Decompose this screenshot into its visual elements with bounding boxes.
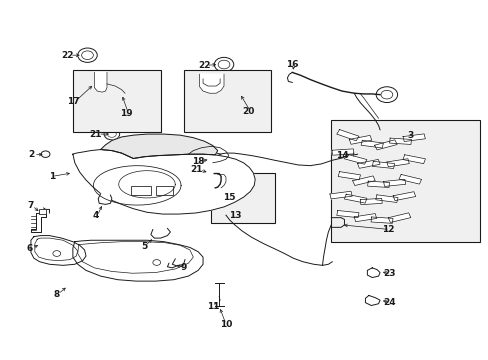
Circle shape bbox=[205, 153, 223, 166]
Text: 20: 20 bbox=[242, 107, 254, 116]
Text: 24: 24 bbox=[383, 298, 395, 307]
Polygon shape bbox=[374, 140, 396, 150]
Polygon shape bbox=[386, 159, 408, 167]
Text: 14: 14 bbox=[335, 151, 347, 160]
Text: 21: 21 bbox=[190, 166, 203, 175]
Circle shape bbox=[345, 149, 359, 159]
Polygon shape bbox=[371, 161, 394, 168]
Text: 4: 4 bbox=[92, 211, 99, 220]
Text: 7: 7 bbox=[28, 201, 34, 210]
Text: 9: 9 bbox=[180, 264, 186, 273]
Polygon shape bbox=[31, 235, 86, 265]
Polygon shape bbox=[344, 154, 366, 164]
Text: 23: 23 bbox=[383, 269, 395, 278]
Polygon shape bbox=[73, 149, 255, 214]
Polygon shape bbox=[337, 172, 360, 180]
Circle shape bbox=[153, 260, 160, 265]
Text: 5: 5 bbox=[141, 242, 147, 251]
Text: 17: 17 bbox=[66, 97, 79, 106]
Polygon shape bbox=[357, 159, 379, 168]
Polygon shape bbox=[392, 192, 415, 201]
Polygon shape bbox=[329, 191, 351, 199]
Polygon shape bbox=[352, 176, 374, 185]
Circle shape bbox=[214, 57, 233, 72]
Polygon shape bbox=[389, 138, 411, 144]
Polygon shape bbox=[348, 135, 371, 144]
Bar bbox=[131, 186, 151, 195]
Text: 13: 13 bbox=[229, 211, 242, 220]
Text: 12: 12 bbox=[381, 225, 394, 234]
Circle shape bbox=[202, 167, 216, 177]
Circle shape bbox=[41, 151, 50, 157]
Text: 21: 21 bbox=[89, 130, 102, 139]
Polygon shape bbox=[365, 296, 379, 306]
Polygon shape bbox=[31, 213, 45, 232]
Text: 16: 16 bbox=[285, 60, 298, 69]
Text: 2: 2 bbox=[28, 150, 34, 159]
Polygon shape bbox=[402, 155, 425, 164]
Bar bbox=[183, 69, 271, 132]
Text: 18: 18 bbox=[191, 157, 204, 166]
Circle shape bbox=[78, 48, 97, 62]
Text: 8: 8 bbox=[54, 289, 60, 298]
Circle shape bbox=[104, 129, 120, 140]
Polygon shape bbox=[98, 194, 112, 204]
Text: 22: 22 bbox=[198, 61, 210, 70]
Circle shape bbox=[121, 90, 132, 99]
Bar bbox=[156, 186, 172, 195]
Text: 15: 15 bbox=[222, 193, 235, 202]
Text: 11: 11 bbox=[206, 302, 219, 311]
Circle shape bbox=[53, 251, 61, 256]
Polygon shape bbox=[375, 195, 397, 202]
Circle shape bbox=[375, 87, 397, 103]
Text: 19: 19 bbox=[120, 109, 133, 118]
Text: 6: 6 bbox=[27, 244, 33, 253]
Text: 22: 22 bbox=[61, 51, 74, 60]
Bar bbox=[39, 210, 45, 215]
Polygon shape bbox=[398, 175, 421, 184]
Polygon shape bbox=[101, 134, 217, 158]
Text: 1: 1 bbox=[49, 172, 55, 181]
Polygon shape bbox=[199, 74, 224, 93]
Polygon shape bbox=[94, 72, 107, 92]
Polygon shape bbox=[73, 240, 203, 281]
Polygon shape bbox=[151, 228, 170, 238]
Text: 3: 3 bbox=[407, 131, 412, 140]
Text: 10: 10 bbox=[219, 320, 232, 329]
Polygon shape bbox=[336, 130, 358, 141]
Bar bbox=[330, 120, 479, 242]
Polygon shape bbox=[353, 213, 376, 222]
Polygon shape bbox=[366, 268, 379, 278]
Polygon shape bbox=[360, 198, 382, 205]
Polygon shape bbox=[336, 211, 358, 218]
Polygon shape bbox=[360, 140, 383, 148]
Polygon shape bbox=[402, 134, 425, 141]
Polygon shape bbox=[383, 179, 405, 186]
Polygon shape bbox=[370, 217, 392, 223]
Polygon shape bbox=[331, 149, 353, 155]
Polygon shape bbox=[367, 181, 389, 188]
Polygon shape bbox=[344, 194, 366, 203]
Bar bbox=[73, 69, 160, 132]
Bar bbox=[211, 173, 274, 223]
Polygon shape bbox=[387, 213, 410, 222]
